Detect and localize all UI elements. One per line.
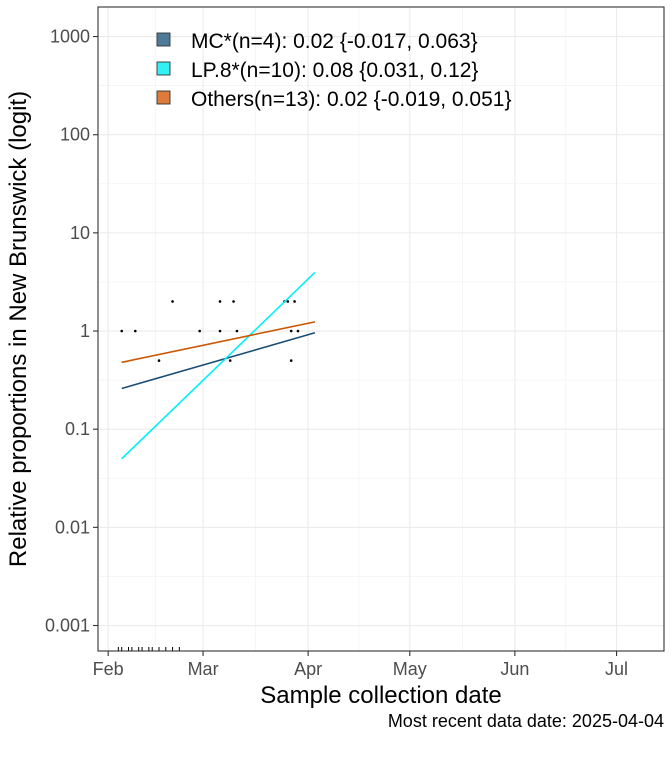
x-tick-label: Jul bbox=[605, 659, 628, 679]
y-tick-label: 100 bbox=[60, 125, 90, 145]
grid-layer bbox=[98, 7, 664, 651]
x-tick-label: May bbox=[393, 659, 427, 679]
trend-line bbox=[121, 332, 316, 390]
x-tick-label: Apr bbox=[294, 659, 322, 679]
data-point bbox=[133, 329, 137, 333]
data-point bbox=[228, 359, 232, 362]
y-tick-label: 0.1 bbox=[65, 419, 90, 439]
data-point bbox=[289, 359, 293, 362]
x-tick-label: Feb bbox=[93, 659, 124, 679]
chart-caption: Most recent data date: 2025-04-04 bbox=[388, 711, 664, 731]
panel-border bbox=[97, 6, 665, 652]
data-point bbox=[218, 300, 222, 303]
data-point bbox=[235, 329, 239, 333]
y-tick-label: 1 bbox=[80, 321, 90, 341]
legend-label: Others(n=13): 0.02 {-0.019, 0.051} bbox=[191, 88, 511, 111]
axis-layer: Feb Mar Apr May Jun Jul 0.001 0.01 0.1 1 10 100 1000 bbox=[45, 27, 628, 679]
data-layer bbox=[117, 271, 316, 651]
legend: MC*(n=4): 0.02 {-0.017, 0.063} LP.8*(n=10… bbox=[156, 30, 511, 111]
x-tick-label: Jun bbox=[500, 659, 529, 679]
y-tick-label: 10 bbox=[70, 223, 90, 243]
data-point bbox=[293, 300, 296, 303]
x-axis-title: Sample collection date bbox=[260, 682, 501, 709]
y-axis-title: Relative proportions in New Brunswick (l… bbox=[5, 91, 32, 567]
data-point bbox=[218, 329, 222, 333]
legend-label: MC*(n=4): 0.02 {-0.017, 0.063} bbox=[191, 30, 478, 53]
data-point bbox=[232, 300, 235, 303]
legend-swatch bbox=[156, 61, 171, 76]
y-tick-label: 0.01 bbox=[55, 517, 90, 537]
y-tick-label: 0.001 bbox=[45, 616, 90, 636]
x-tick-label: Mar bbox=[188, 659, 219, 679]
legend-swatch bbox=[156, 90, 171, 105]
data-point bbox=[171, 300, 174, 303]
data-point bbox=[289, 329, 293, 333]
legend-swatch bbox=[156, 32, 171, 47]
data-point bbox=[120, 329, 124, 333]
data-point bbox=[286, 300, 290, 303]
trend-line bbox=[121, 271, 316, 460]
trend-line bbox=[121, 321, 316, 364]
data-point bbox=[296, 329, 300, 333]
y-tick-label: 1000 bbox=[50, 27, 90, 47]
data-point bbox=[157, 359, 161, 362]
data-point bbox=[198, 329, 201, 333]
legend-label: LP.8*(n=10): 0.08 {0.031, 0.12} bbox=[191, 59, 478, 82]
